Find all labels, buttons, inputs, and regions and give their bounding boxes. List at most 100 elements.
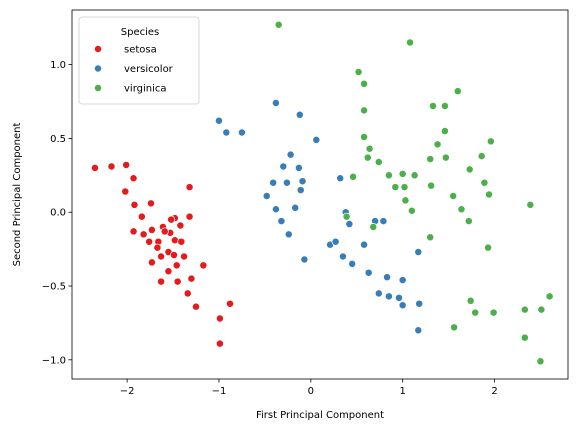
x-tick-label: 0 bbox=[308, 386, 314, 397]
data-point-virginica bbox=[365, 144, 374, 153]
data-point-versicolor bbox=[237, 128, 246, 137]
data-point-virginica bbox=[398, 169, 407, 178]
legend-box bbox=[78, 16, 200, 105]
legend-label-setosa: setosa bbox=[124, 45, 157, 56]
y-tick-label: 0.0 bbox=[50, 208, 66, 219]
data-point-setosa bbox=[199, 261, 208, 270]
data-point-setosa bbox=[147, 258, 156, 267]
data-point-virginica bbox=[489, 308, 498, 317]
data-point-virginica bbox=[429, 101, 437, 110]
data-point-versicolor bbox=[286, 150, 295, 159]
data-point-versicolor bbox=[398, 301, 407, 310]
data-point-versicolor bbox=[291, 203, 300, 212]
data-point-setosa bbox=[185, 212, 194, 221]
data-point-virginica bbox=[545, 292, 554, 301]
data-point-virginica bbox=[440, 101, 449, 110]
data-point-setosa bbox=[215, 314, 224, 323]
data-point-versicolor bbox=[295, 110, 304, 119]
data-point-setosa bbox=[147, 199, 155, 208]
data-point-setosa bbox=[153, 243, 162, 252]
data-point-setosa bbox=[173, 277, 182, 286]
data-point-virginica bbox=[342, 212, 351, 221]
data-point-setosa bbox=[157, 277, 166, 286]
data-point-versicolor bbox=[269, 178, 278, 187]
data-point-virginica bbox=[426, 155, 435, 164]
data-point-virginica bbox=[520, 333, 529, 342]
data-point-setosa bbox=[177, 237, 186, 246]
x-tick-label: 1 bbox=[399, 386, 405, 397]
data-point-virginica bbox=[449, 192, 458, 200]
data-point-setosa bbox=[170, 251, 178, 259]
y-axis-label: Second Principal Component bbox=[12, 123, 23, 267]
data-point-versicolor bbox=[414, 326, 423, 335]
data-point-versicolor bbox=[414, 248, 423, 257]
data-point-virginica bbox=[391, 183, 400, 192]
data-point-virginica bbox=[349, 172, 358, 181]
data-point-versicolor bbox=[384, 292, 393, 301]
data-point-virginica bbox=[453, 87, 462, 96]
legend-items: setosa versicolor virginica bbox=[94, 45, 174, 95]
data-point-virginica bbox=[441, 153, 450, 162]
data-point-setosa bbox=[129, 227, 138, 236]
data-point-setosa bbox=[187, 274, 196, 283]
data-point-virginica bbox=[486, 137, 495, 146]
data-point-versicolor bbox=[339, 252, 347, 261]
data-point-versicolor bbox=[294, 163, 303, 172]
data-point-versicolor bbox=[312, 135, 321, 144]
data-point-virginica bbox=[354, 68, 363, 76]
data-point-setosa bbox=[130, 200, 139, 209]
data-point-setosa bbox=[164, 267, 173, 276]
data-point-virginica bbox=[526, 200, 535, 209]
data-point-setosa bbox=[122, 161, 131, 169]
data-point-virginica bbox=[360, 79, 369, 88]
data-point-setosa bbox=[129, 174, 138, 183]
data-point-setosa bbox=[147, 225, 156, 234]
data-point-setosa bbox=[172, 261, 181, 270]
data-point-virginica bbox=[410, 171, 419, 180]
y-tick-label: −1.0 bbox=[42, 355, 66, 366]
data-point-versicolor bbox=[379, 217, 388, 226]
data-point-versicolor bbox=[222, 128, 231, 137]
data-point-virginica bbox=[406, 38, 414, 47]
data-point-setosa bbox=[185, 183, 194, 192]
data-point-versicolor bbox=[415, 299, 424, 308]
data-point-virginica bbox=[465, 165, 474, 174]
data-point-setosa bbox=[192, 302, 200, 311]
data-point-virginica bbox=[360, 106, 369, 115]
data-point-versicolor bbox=[374, 289, 383, 298]
data-point-virginica bbox=[427, 181, 436, 190]
data-point-setosa bbox=[180, 252, 189, 261]
data-point-versicolor bbox=[348, 259, 357, 268]
data-point-virginica bbox=[471, 308, 480, 317]
legend-label-versicolor: versicolor bbox=[124, 64, 174, 75]
data-point-virginica bbox=[374, 158, 383, 166]
data-point-virginica bbox=[384, 171, 393, 180]
plot-frame bbox=[71, 9, 569, 380]
data-point-setosa bbox=[139, 230, 148, 239]
x-axis-label: First Principal Component bbox=[256, 410, 384, 421]
y-tick-label: 0.5 bbox=[50, 134, 66, 145]
data-point-setosa bbox=[170, 236, 179, 245]
data-point-virginica bbox=[400, 183, 409, 192]
data-point-setosa bbox=[226, 299, 234, 308]
data-point-versicolor bbox=[279, 162, 288, 171]
data-point-versicolor bbox=[262, 192, 271, 200]
data-point-virginica bbox=[457, 205, 466, 214]
data-point-virginica bbox=[520, 305, 529, 314]
data-point-setosa bbox=[137, 212, 146, 221]
ticks-layer: −2 −1 0 1 2 −1.0 −0.5 0.0 0.5 1.0 bbox=[42, 60, 498, 397]
data-point-setosa bbox=[157, 252, 166, 261]
data-point-virginica bbox=[360, 132, 369, 141]
legend-marker-versicolor bbox=[94, 64, 102, 73]
data-point-setosa bbox=[160, 227, 169, 236]
x-tick-label: −2 bbox=[120, 386, 135, 397]
data-point-versicolor bbox=[398, 276, 407, 285]
data-point-virginica bbox=[440, 127, 449, 135]
legend-label-virginica: virginica bbox=[124, 84, 167, 95]
data-point-setosa bbox=[107, 162, 116, 171]
data-point-virginica bbox=[466, 296, 475, 305]
data-point-setosa bbox=[121, 187, 130, 196]
data-point-versicolor bbox=[360, 240, 369, 249]
legend-marker-setosa bbox=[94, 45, 102, 53]
data-point-virginica bbox=[484, 243, 493, 252]
